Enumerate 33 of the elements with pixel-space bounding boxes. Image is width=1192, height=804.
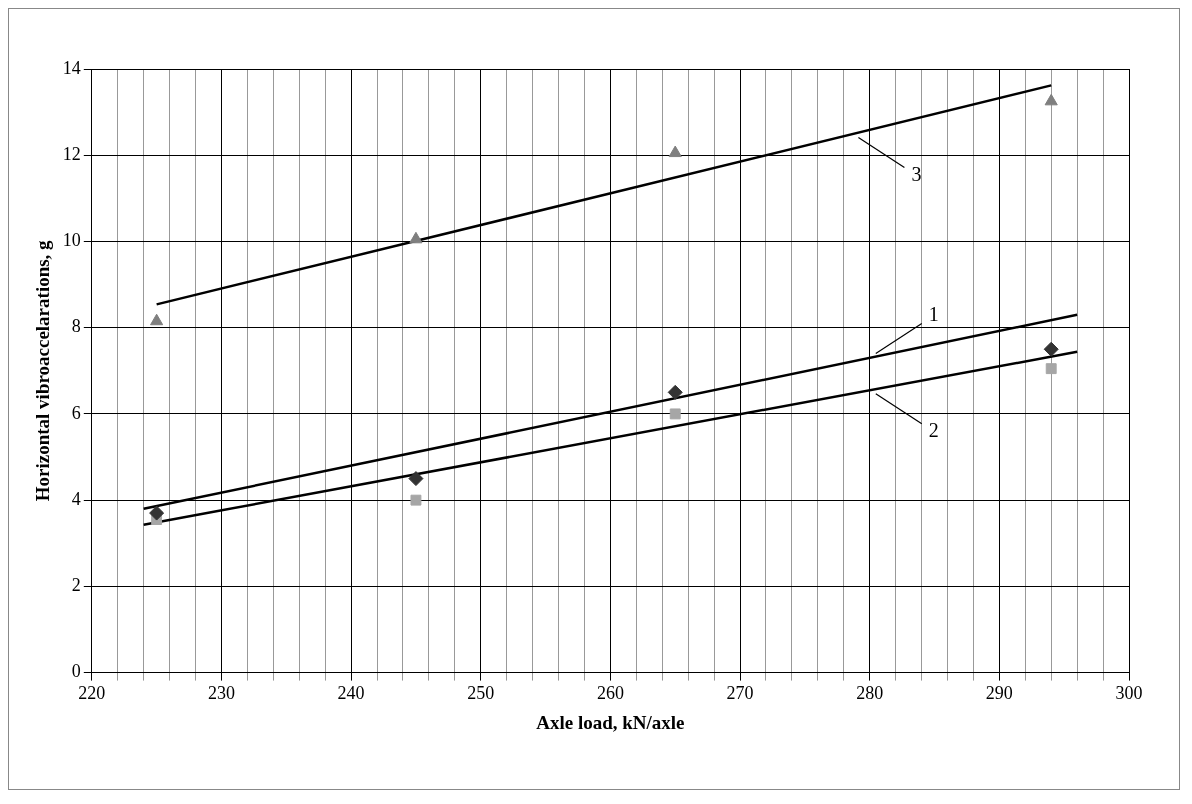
point [1043, 341, 1059, 357]
point [410, 494, 422, 506]
text: 3 [911, 162, 922, 185]
x-tick-label: 250 [467, 683, 495, 704]
y-tick-label: 0 [71, 661, 81, 682]
point [409, 231, 423, 244]
y-tick-label: 6 [71, 402, 81, 423]
y-tick-label: 12 [62, 143, 81, 164]
x-tick-label: 220 [78, 683, 106, 704]
x-tick-label: 240 [337, 683, 365, 704]
y-tick-label: 8 [71, 316, 81, 337]
x-tick-label: 280 [856, 683, 884, 704]
series-label: 1 [928, 302, 939, 325]
y-axis-title: Horizontal vibroaccelarations, g [32, 239, 54, 502]
point [668, 145, 682, 158]
point [149, 505, 165, 521]
x-tick-label: 260 [596, 683, 624, 704]
point [667, 384, 683, 400]
y-tick-label: 10 [62, 230, 81, 251]
y-tick-label: 4 [71, 488, 81, 509]
x-tick-label: 290 [985, 683, 1013, 704]
series-label: 2 [928, 419, 939, 442]
y-tick-label: 2 [71, 575, 81, 596]
x-tick-label: 300 [1115, 683, 1143, 704]
point [408, 471, 424, 487]
point [150, 313, 164, 326]
x-tick-label: 230 [207, 683, 235, 704]
point [1045, 363, 1057, 375]
point [1044, 93, 1058, 106]
point [669, 408, 681, 420]
y-tick-label: 14 [62, 57, 81, 78]
x-tick-label: 270 [726, 683, 754, 704]
x-axis-title: Axle load, kN/axle [536, 711, 685, 733]
